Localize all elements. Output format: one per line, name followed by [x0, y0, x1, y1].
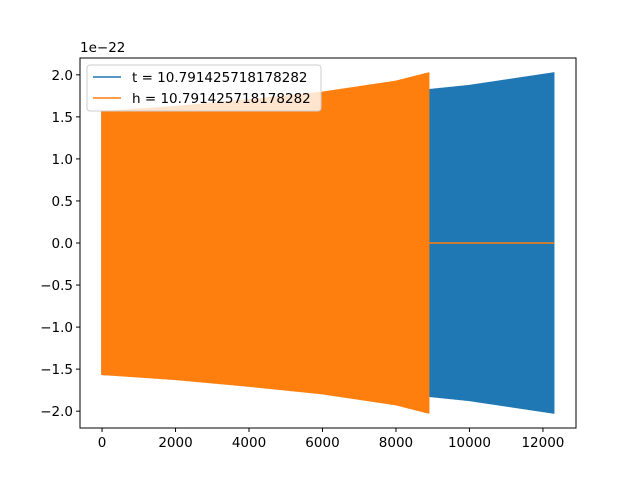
x-tick-label: 0	[98, 435, 107, 451]
x-tick-label: 4000	[232, 435, 266, 451]
series-layer	[101, 72, 555, 414]
y-tick-label: −0.5	[40, 278, 73, 294]
y-tick-label: −2.0	[40, 404, 73, 420]
y-tick-label: 0.5	[52, 194, 73, 210]
y-tick-label: −1.5	[40, 362, 73, 378]
y-tick-label: 2.0	[52, 68, 73, 84]
y-axis-offset-label: 1e−22	[80, 40, 125, 56]
legend-label-1: t = 10.791425718178282	[132, 70, 308, 86]
y-tick-label: 1.5	[52, 110, 73, 126]
legend-box	[86, 64, 322, 112]
y-tick-label: 1.0	[52, 152, 73, 168]
y-tick-label: −1.0	[40, 320, 73, 336]
x-tick-label: 10000	[448, 435, 491, 451]
series-2	[101, 72, 554, 414]
y-tick-label: 0.0	[52, 236, 73, 252]
legend-label-2: h = 10.791425718178282	[132, 91, 311, 107]
x-tick-label: 2000	[158, 435, 192, 451]
x-tick-label: 8000	[379, 435, 413, 451]
x-axis: 0 2000 4000 6000 8000 10000 12000	[98, 428, 564, 451]
x-tick-label: 6000	[305, 435, 339, 451]
series-2-oscillation	[101, 72, 430, 414]
y-axis: −2.0 −1.5 −1.0 −0.5 0.0 0.5 1.0 1.5 2.0	[40, 68, 80, 420]
x-tick-label: 12000	[521, 435, 564, 451]
legend: t = 10.791425718178282 h = 10.79142571817…	[86, 64, 322, 112]
